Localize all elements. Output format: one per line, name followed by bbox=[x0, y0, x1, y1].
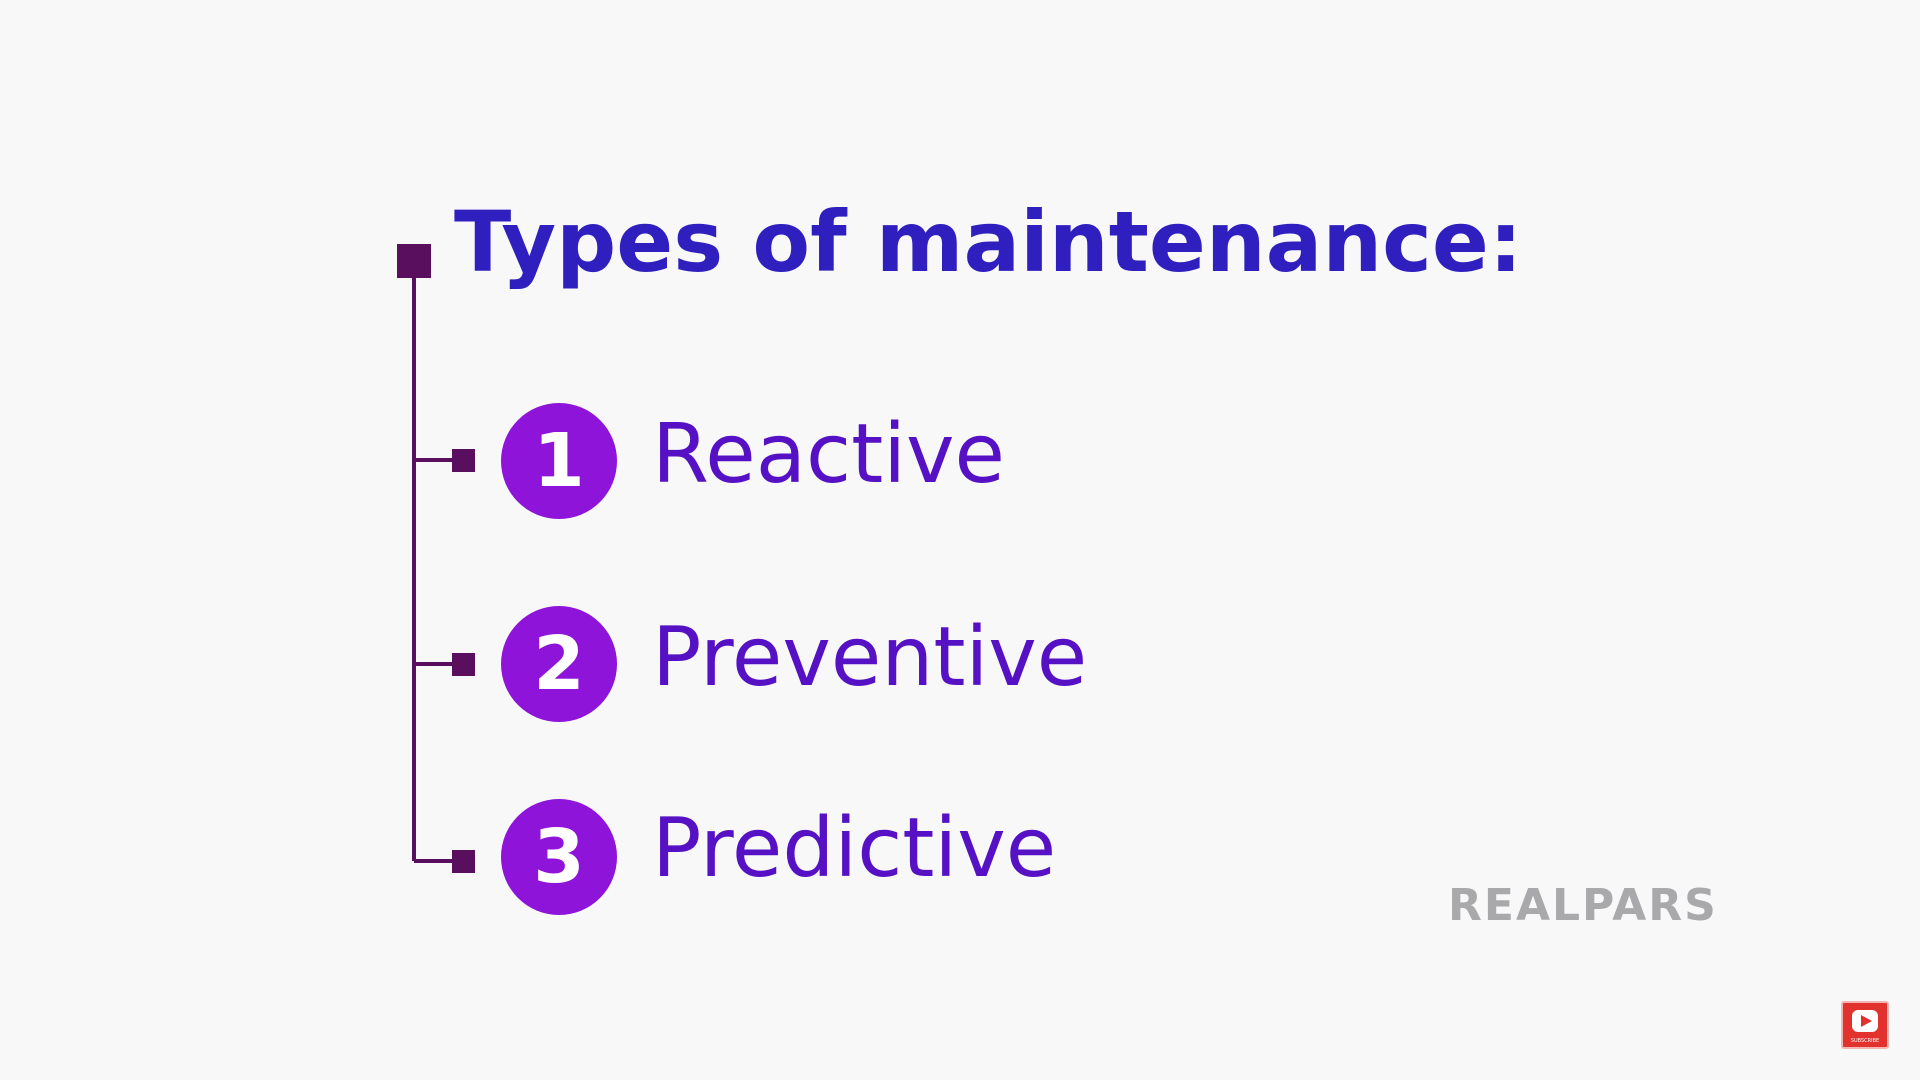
play-triangle-icon bbox=[1861, 1015, 1872, 1027]
play-icon bbox=[1852, 1010, 1878, 1032]
item-number-badge-3: 3 bbox=[501, 799, 617, 915]
slide-heading: Types of maintenance: bbox=[454, 193, 1523, 291]
subscribe-button[interactable]: SUBSCRIBE bbox=[1841, 1001, 1889, 1049]
item-number-badge-2: 2 bbox=[501, 606, 617, 722]
subscribe-label: SUBSCRIBE bbox=[1850, 1038, 1880, 1044]
item-label-preventive: Preventive bbox=[652, 610, 1088, 705]
realpars-logo: REALPARS bbox=[1448, 880, 1718, 931]
tree-root-square bbox=[397, 244, 431, 278]
item-number-badge-1: 1 bbox=[501, 403, 617, 519]
tree-branch-square-3 bbox=[452, 850, 475, 873]
tree-branch-square-1 bbox=[452, 449, 475, 472]
item-label-reactive: Reactive bbox=[652, 407, 1005, 502]
item-label-predictive: Predictive bbox=[652, 801, 1057, 896]
tree-branch-square-2 bbox=[452, 653, 475, 676]
